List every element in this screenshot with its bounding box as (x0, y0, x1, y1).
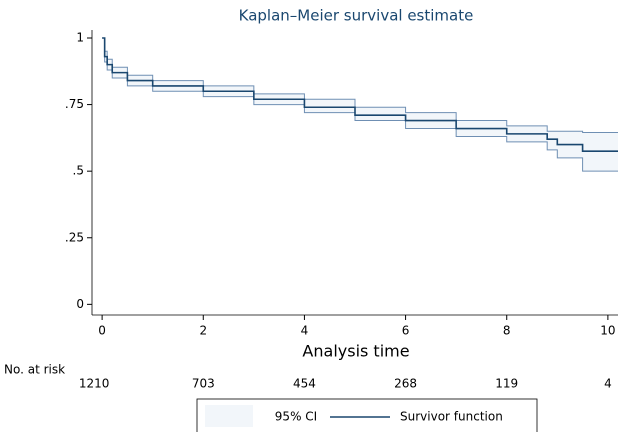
y-tick-label: .5 (73, 164, 84, 178)
legend-ci-swatch (205, 405, 253, 427)
risk-table-label: No. at risk (4, 363, 65, 377)
ci-upper (102, 37, 618, 134)
risk-count: 119 (495, 377, 518, 391)
y-tick-label: .75 (65, 97, 84, 111)
x-tick-label: 0 (98, 324, 106, 338)
x-axis-title: Analysis time (302, 342, 409, 361)
x-tick-label: 10 (600, 324, 615, 338)
risk-count: 703 (192, 377, 215, 391)
risk-count: 4 (604, 377, 612, 391)
x-tick-label: 4 (301, 324, 309, 338)
ci-lower (102, 37, 618, 172)
y-tick-label: 1 (76, 30, 84, 44)
legend-label: Survivor function (400, 410, 503, 424)
x-tick-label: 6 (402, 324, 410, 338)
risk-count: 454 (293, 377, 316, 391)
y-tick-label: 0 (76, 297, 84, 311)
legend (196, 398, 538, 432)
x-tick-label: 8 (503, 324, 511, 338)
legend-label: 95% CI (275, 410, 317, 424)
y-tick-label: .25 (65, 230, 84, 244)
risk-count: 1210 (79, 377, 110, 391)
chart-title: Kaplan–Meier survival estimate (239, 7, 474, 25)
ci-area (102, 37, 619, 172)
x-tick-label: 2 (199, 324, 207, 338)
risk-count: 268 (394, 377, 417, 391)
survivor-line (102, 37, 618, 152)
